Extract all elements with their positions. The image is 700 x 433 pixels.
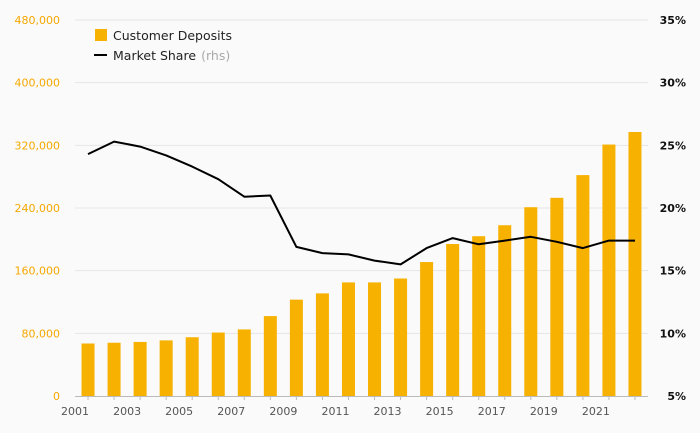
bar-customer-deposits <box>185 337 199 396</box>
y-left-tick-label: 0 <box>53 390 60 403</box>
bar-customer-deposits <box>368 282 382 396</box>
bar-customer-deposits <box>107 342 121 396</box>
y-right-tick-label: 30% <box>660 77 686 90</box>
gridlines <box>75 19 648 334</box>
x-tick-label: 2001 <box>61 405 89 418</box>
bar-customer-deposits <box>237 329 251 396</box>
y-right-tick-label: 5% <box>667 390 686 403</box>
x-tick-label: 2015 <box>426 405 454 418</box>
bar-customer-deposits <box>133 341 147 396</box>
y-right-tick-label: 15% <box>660 265 686 278</box>
bar-customer-deposits <box>159 340 173 396</box>
line-market-share <box>87 140 635 266</box>
y-left-tick-label: 80,000 <box>22 327 61 340</box>
bar-customer-deposits <box>420 262 434 396</box>
y-left-tick-label: 240,000 <box>15 202 61 215</box>
legend-label-market-share: Market Share (rhs) <box>113 45 230 64</box>
x-tick-label: 2017 <box>478 405 506 418</box>
axes: 0 5% 80,000 10% 160,000 15% 240,000 20% 320,000 2… <box>15 14 687 418</box>
bar-customer-deposits <box>446 244 460 396</box>
bar-customer-deposits <box>550 197 564 396</box>
x-tick-label: 2011 <box>321 405 349 418</box>
x-tick-label: 2007 <box>217 405 245 418</box>
y-left-tick-label: 400,000 <box>15 77 61 90</box>
bar-customer-deposits <box>498 225 512 396</box>
y-right-tick-label: 25% <box>660 139 686 152</box>
y-left-tick-label: 480,000 <box>15 14 61 27</box>
bar-customer-deposits <box>524 207 538 396</box>
legend: Customer Deposits Market Share (rhs) <box>94 28 232 64</box>
bar-customer-deposits <box>472 236 486 396</box>
bar-customer-deposits <box>602 144 616 396</box>
bar-customer-deposits <box>289 299 303 396</box>
y-left-tick-label: 160,000 <box>15 265 61 278</box>
bar-customer-deposits <box>315 293 329 396</box>
y-right-tick-label: 35% <box>660 14 686 27</box>
legend-label-deposits: Customer Deposits <box>113 28 232 43</box>
y-right-tick-label: 10% <box>660 327 686 340</box>
bar-customer-deposits <box>341 282 355 396</box>
bar-customer-deposits <box>394 278 408 396</box>
x-tick-label: 2009 <box>269 405 297 418</box>
x-tick-label: 2005 <box>165 405 193 418</box>
x-tick-label: 2021 <box>582 405 610 418</box>
bar-customer-deposits <box>263 316 277 396</box>
bar-customer-deposits <box>81 343 95 396</box>
legend-swatch-deposits <box>95 29 107 41</box>
bar-customer-deposits <box>628 132 642 396</box>
line-series <box>87 140 635 266</box>
x-tick-label: 2013 <box>374 405 402 418</box>
bar-customer-deposits <box>576 175 590 396</box>
bar-customer-deposits <box>211 332 225 396</box>
x-tick-label: 2019 <box>530 405 558 418</box>
y-right-tick-label: 20% <box>660 202 686 215</box>
x-tick-label: 2003 <box>113 405 141 418</box>
bar-series <box>81 132 642 396</box>
y-left-tick-label: 320,000 <box>15 139 61 152</box>
